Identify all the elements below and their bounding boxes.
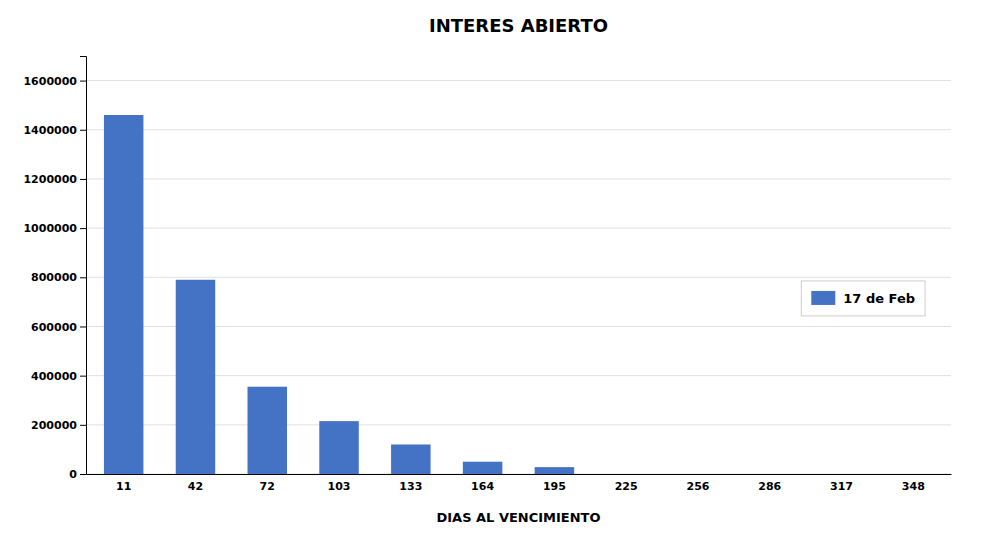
x-tick-label: 225 [615, 480, 638, 493]
chart: 0 200000 400000 600000 800000 1000000 1200000 1… [0, 0, 981, 540]
bar [750, 474, 789, 475]
y-tick-mark [80, 277, 86, 278]
y-tick: 600000 [31, 320, 86, 333]
x-tick-label: 11 [116, 480, 131, 493]
bar [319, 421, 358, 474]
y-tick-mark [80, 179, 86, 180]
y-axis-line [80, 57, 87, 475]
y-tick-label: 400000 [31, 370, 77, 383]
grid-line [86, 375, 951, 376]
y-tick-mark [80, 425, 86, 426]
x-tick: 195 [543, 474, 566, 493]
bar [535, 467, 574, 474]
x-tick-label: 256 [686, 480, 709, 493]
y-tick-mark [80, 376, 86, 377]
y-tick: 800000 [31, 271, 86, 284]
x-tick-label: 133 [399, 480, 422, 493]
x-tick-label: 42 [188, 480, 203, 493]
x-tick: 317 [830, 474, 853, 493]
y-axis: 0 200000 400000 600000 800000 1000000 1200000 1… [23, 57, 86, 482]
x-tick: 348 [902, 474, 925, 493]
bar [248, 387, 287, 474]
y-tick: 0 [69, 468, 86, 481]
y-tick-label: 1400000 [23, 124, 77, 137]
y-tick-mark [80, 474, 86, 475]
y-tick-label: 600000 [31, 320, 77, 333]
x-tick-label: 286 [758, 480, 781, 493]
legend: 17 de Feb [801, 281, 925, 316]
bar [822, 474, 861, 475]
x-tick-label: 164 [471, 480, 494, 493]
x-tick-label: 348 [902, 480, 925, 493]
grid-line [86, 424, 951, 425]
grid [86, 81, 951, 474]
x-tick: 256 [686, 474, 709, 493]
bar [463, 462, 502, 474]
legend-item: 17 de Feb [811, 291, 915, 306]
grid-line [86, 178, 951, 179]
bar [176, 280, 215, 474]
y-tick-mark [80, 326, 86, 327]
y-tick: 1000000 [23, 222, 86, 235]
x-tick: 42 [188, 474, 203, 493]
y-tick: 1400000 [23, 124, 86, 137]
legend-frame [801, 281, 925, 316]
y-tick: 1600000 [23, 75, 86, 88]
x-tick-label: 72 [260, 480, 275, 493]
x-tick: 286 [758, 474, 781, 493]
x-tick: 133 [399, 474, 422, 493]
bar [606, 474, 645, 475]
grid-line [86, 80, 951, 81]
y-tick-mark [80, 130, 86, 131]
x-axis: 11 42 72 103 133 164 195 225 256 286 317 348 [87, 474, 952, 493]
grid-line [86, 474, 951, 475]
x-tick: 164 [471, 474, 494, 493]
x-tick: 225 [615, 474, 638, 493]
bar [678, 474, 717, 475]
y-tick-label: 0 [69, 468, 77, 481]
y-tick-label: 1000000 [23, 222, 77, 235]
bar [894, 474, 933, 475]
grid-line [86, 129, 951, 130]
bars [104, 115, 574, 474]
y-tick: 200000 [31, 419, 86, 432]
legend-swatch [811, 291, 835, 305]
y-tick-label: 1600000 [23, 75, 77, 88]
bar [104, 115, 143, 474]
grid-line [86, 326, 951, 327]
plot: 0 200000 400000 600000 800000 1000000 1200000 1… [23, 57, 951, 493]
y-tick-mark [80, 228, 86, 229]
x-tick-label: 195 [543, 480, 566, 493]
bar [391, 444, 430, 474]
y-tick-label: 800000 [31, 271, 77, 284]
y-tick-label: 1200000 [23, 173, 77, 186]
legend-label: 17 de Feb [843, 291, 915, 306]
x-tick-label: 103 [328, 480, 351, 493]
x-tick: 11 [116, 474, 131, 493]
x-axis-title: DIAS AL VENCIMIENTO [436, 510, 600, 525]
y-tick: 400000 [31, 370, 86, 383]
x-tick: 103 [328, 474, 351, 493]
grid-line [86, 277, 951, 278]
y-tick: 1200000 [23, 173, 86, 186]
title: INTERES ABIERTO [429, 15, 608, 36]
y-tick-mark [80, 81, 86, 82]
y-tick-label: 200000 [31, 419, 77, 432]
x-tick-label: 317 [830, 480, 853, 493]
x-tick: 72 [260, 474, 275, 493]
grid-line [86, 228, 951, 229]
x-axis-line [87, 474, 952, 475]
